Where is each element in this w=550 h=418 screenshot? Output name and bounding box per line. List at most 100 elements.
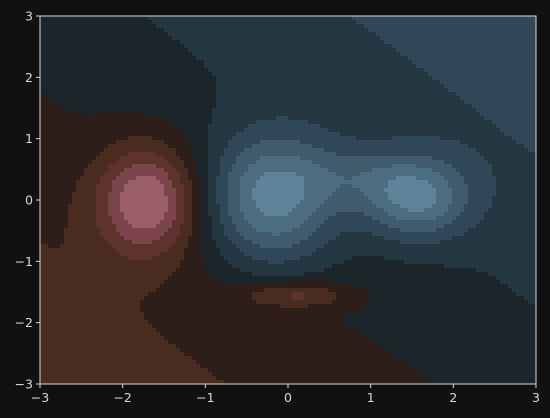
contour-cell: [120, 296, 125, 301]
contour-cell: [140, 348, 145, 353]
contour-cell: [68, 124, 73, 129]
contour-cell: [112, 332, 117, 337]
contour-cell: [132, 128, 137, 133]
contour-cell: [144, 264, 149, 269]
contour-cell: [84, 168, 89, 173]
contour-cell: [192, 284, 197, 289]
contour-cell: [152, 304, 157, 309]
contour-cell: [232, 228, 237, 233]
contour-cell: [120, 176, 125, 181]
contour-cell: [200, 220, 205, 225]
contour-cell: [200, 112, 205, 117]
contour-cell: [200, 272, 205, 277]
contour-cell: [140, 212, 145, 217]
contour-cell: [112, 204, 117, 209]
contour-cell: [156, 24, 161, 29]
contour-cell: [156, 60, 161, 65]
contour-cell: [228, 312, 233, 317]
contour-cell: [216, 144, 221, 149]
contour-cell: [172, 156, 177, 161]
contour-cell: [68, 188, 73, 193]
contour-cell: [124, 16, 129, 21]
contour-cell: [132, 288, 137, 293]
contour-cell: [196, 336, 201, 341]
contour-cell: [60, 36, 65, 41]
contour-cell: [180, 312, 185, 317]
contour-cell: [56, 104, 61, 109]
contour-cell: [96, 340, 101, 345]
contour-cell: [248, 288, 253, 293]
contour-cell: [64, 340, 69, 345]
contour-cell: [192, 324, 197, 329]
contour-cell: [180, 208, 185, 213]
contour-cell: [68, 280, 73, 285]
contour-cell: [236, 156, 241, 161]
contour-cell: [160, 100, 165, 105]
contour-cell: [104, 352, 109, 357]
contour-cell: [196, 292, 201, 297]
contour-cell: [148, 336, 153, 341]
contour-cell: [48, 108, 53, 113]
contour-cell: [60, 224, 65, 229]
contour-cell: [144, 72, 149, 77]
contour-cell: [144, 212, 149, 217]
contour-cell: [72, 240, 77, 245]
contour-cell: [112, 120, 117, 125]
contour-cell: [240, 360, 245, 365]
contour-cell: [188, 172, 193, 177]
contour-cell: [84, 72, 89, 77]
contour-cell: [164, 56, 169, 61]
contour-cell: [152, 328, 157, 333]
contour-cell: [76, 200, 81, 205]
contour-cell: [52, 256, 57, 261]
contour-cell: [112, 20, 117, 25]
contour-cell: [116, 156, 121, 161]
contour-cell: [112, 220, 117, 225]
contour-cell: [92, 84, 97, 89]
contour-cell: [136, 100, 141, 105]
contour-cell: [64, 80, 69, 85]
contour-cell: [212, 308, 217, 313]
contour-cell: [248, 380, 253, 385]
contour-cell: [228, 288, 233, 293]
contour-cell: [208, 240, 213, 245]
contour-cell: [220, 320, 225, 325]
contour-cell: [240, 180, 245, 185]
contour-cell: [184, 40, 189, 45]
contour-cell: [200, 44, 205, 49]
contour-cell: [180, 332, 185, 337]
contour-cell: [76, 240, 81, 245]
contour-cell: [136, 332, 141, 337]
contour-cell: [148, 260, 153, 265]
contour-cell: [256, 84, 261, 89]
contour-cell: [208, 144, 213, 149]
contour-cell: [216, 256, 221, 261]
contour-cell: [120, 196, 125, 201]
contour-cell: [64, 144, 69, 149]
contour-cell: [72, 24, 77, 29]
contour-cell: [52, 372, 57, 377]
contour-cell: [56, 324, 61, 329]
contour-cell: [140, 296, 145, 301]
contour-cell: [72, 136, 77, 141]
contour-cell: [244, 168, 249, 173]
contour-cell: [152, 240, 157, 245]
contour-cell: [80, 72, 85, 77]
contour-cell: [256, 120, 261, 125]
contour-cell: [224, 276, 229, 281]
contour-cell: [188, 268, 193, 273]
contour-cell: [68, 104, 73, 109]
contour-cell: [240, 352, 245, 357]
contour-cell: [148, 304, 153, 309]
contour-cell: [144, 200, 149, 205]
contour-cell: [196, 24, 201, 29]
contour-cell: [128, 368, 133, 373]
contour-cell: [76, 204, 81, 209]
contour-cell: [136, 364, 141, 369]
contour-cell: [144, 296, 149, 301]
contour-cell: [76, 48, 81, 53]
contour-cell: [204, 120, 209, 125]
contour-cell: [96, 24, 101, 29]
contour-cell: [248, 328, 253, 333]
contour-cell: [200, 60, 205, 65]
